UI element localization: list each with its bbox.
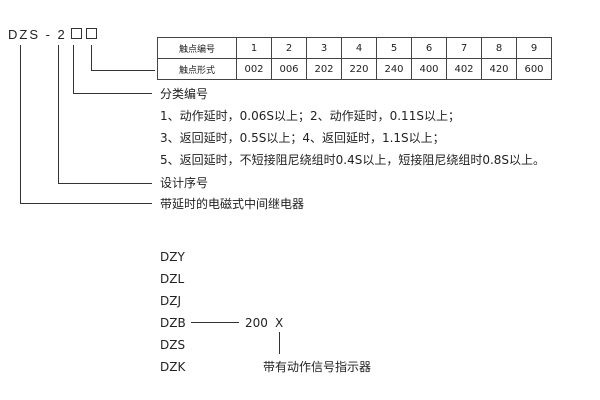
cell: 006: [271, 58, 307, 80]
line-description: [20, 45, 152, 204]
cell: 7: [446, 37, 482, 59]
cell: 400: [411, 58, 447, 80]
line-design-serial: [58, 45, 152, 184]
table-row-numbers: 触点编号 1 2 3 4 5 6 7 8 9: [157, 37, 552, 59]
cell: 600: [516, 58, 552, 80]
series-dzy: DZY: [160, 250, 185, 264]
line-classification: [73, 45, 152, 94]
series-dzl: DZL: [160, 272, 185, 286]
cell: 220: [341, 58, 377, 80]
row-header: 触点编号: [157, 37, 237, 59]
description-label: 带延时的电磁式中间继电器: [160, 197, 305, 211]
cell: 9: [516, 37, 552, 59]
series-dzj: DZJ: [160, 294, 181, 308]
design-serial-label: 设计序号: [160, 176, 209, 190]
cell: 1: [236, 37, 272, 59]
placeholder-box-1: [70, 28, 82, 39]
table-row-forms: 触点形式 002 006 202 220 240 400 402 420 600: [157, 58, 552, 80]
cell: 5: [376, 37, 412, 59]
cell: 202: [306, 58, 342, 80]
cell: 402: [446, 58, 482, 80]
row-header: 触点形式: [157, 58, 237, 80]
cell: 240: [376, 58, 412, 80]
cell: 6: [411, 37, 447, 59]
classification-title: 分类编号: [160, 87, 209, 101]
classification-line-1: 1、动作延时，0.06S以上；2、动作延时，0.11S以上；: [160, 109, 460, 123]
cell: 420: [481, 58, 517, 80]
model-code-prefix: DZS - 2: [8, 27, 67, 42]
suffix-letter: X: [275, 316, 284, 330]
placeholder-box-2: [85, 28, 97, 39]
series-dzb: DZB: [160, 316, 186, 330]
contact-table: 触点编号 1 2 3 4 5 6 7 8 9 触点形式 002 006 202 …: [157, 37, 552, 80]
suffix-number: 200: [245, 316, 268, 330]
series-dzk: DZK: [160, 360, 186, 374]
cell: 002: [236, 58, 272, 80]
line-contact-form: [91, 45, 155, 71]
cell: 8: [481, 37, 517, 59]
indicator-note: 带有动作信号指示器: [263, 360, 372, 374]
classification-line-3: 5、返回延时，不短接阻尼绕组时0.4S以上，短接阻尼绕组时0.8S以上。: [160, 153, 546, 167]
cell: 3: [306, 37, 342, 59]
model-code: DZS - 2: [8, 27, 97, 42]
classification-line-2: 3、返回延时，0.5S以上；4、返回延时，1.1S以上；: [160, 131, 445, 145]
cell: 4: [341, 37, 377, 59]
series-dzs: DZS: [160, 338, 186, 352]
cell: 2: [271, 37, 307, 59]
